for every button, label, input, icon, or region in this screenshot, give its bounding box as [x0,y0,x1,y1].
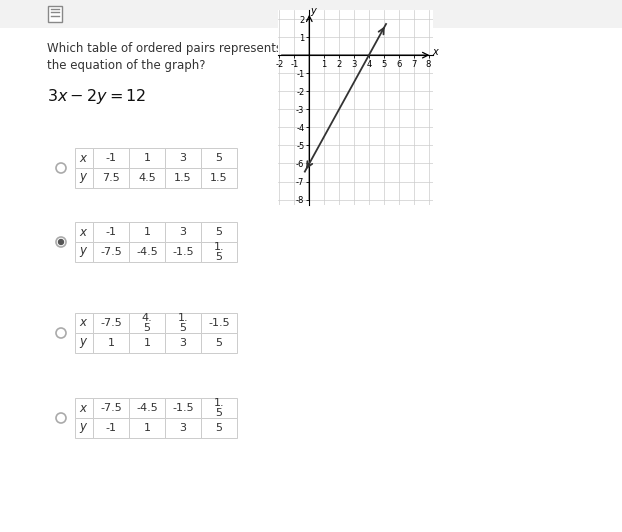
Bar [201,313,237,333]
Text: 1.5: 1.5 [210,173,228,183]
Text: 4.5: 4.5 [138,173,156,183]
Text: -1: -1 [106,423,116,433]
Bar [93,398,129,418]
Bar [129,333,165,353]
Bar [165,222,201,242]
Text: $\it{x}$: $\it{x}$ [80,152,89,164]
Text: 1.
5: 1. 5 [214,398,225,418]
Bar [201,398,237,418]
Bar [165,313,201,333]
Text: -1.5: -1.5 [172,403,194,413]
Circle shape [56,163,66,173]
Bar [93,242,129,262]
Bar [165,148,201,168]
Text: 1.5: 1.5 [174,173,192,183]
Text: 1: 1 [144,338,151,348]
Text: -4.5: -4.5 [136,247,158,257]
Bar [201,418,237,438]
Bar [93,418,129,438]
Text: -1.5: -1.5 [172,247,194,257]
Bar [75,313,93,333]
Text: -7.5: -7.5 [100,318,122,328]
Text: 4.
5: 4. 5 [142,313,152,332]
Bar [93,222,129,242]
Bar [129,418,165,438]
Bar [201,242,237,262]
Bar [129,313,165,333]
Circle shape [56,237,66,247]
Bar [75,222,93,242]
Circle shape [56,328,66,338]
Text: -4.5: -4.5 [136,403,158,413]
Text: $\it{y}$: $\it{y}$ [79,336,89,350]
Text: $\it{y}$: $\it{y}$ [79,245,89,259]
Circle shape [56,413,66,423]
Text: 5: 5 [215,423,223,433]
Bar [48,6,62,22]
Text: Which table of ordered pairs represents
the equation of the graph?: Which table of ordered pairs represents … [47,42,282,72]
Text: -1: -1 [106,227,116,237]
Text: $3x-2y=12$: $3x-2y=12$ [47,87,146,106]
Text: 1: 1 [144,227,151,237]
Text: 3: 3 [180,338,187,348]
Bar [165,418,201,438]
Text: x: x [432,47,438,57]
Circle shape [58,239,63,245]
Bar [201,168,237,188]
Text: 1.
5: 1. 5 [214,243,225,262]
Bar [0,0,622,28]
Bar [165,398,201,418]
Bar [93,168,129,188]
Text: 3: 3 [180,227,187,237]
Text: $\it{x}$: $\it{x}$ [80,402,89,414]
Bar [93,148,129,168]
Text: $\it{x}$: $\it{x}$ [80,317,89,329]
Bar [129,168,165,188]
Bar [93,313,129,333]
Text: $\it{x}$: $\it{x}$ [80,226,89,238]
Text: 3: 3 [180,423,187,433]
Bar [201,222,237,242]
Text: $\it{y}$: $\it{y}$ [79,171,89,185]
Bar [201,333,237,353]
Text: 3: 3 [180,153,187,163]
Bar [75,148,93,168]
Bar [75,168,93,188]
Text: $\it{y}$: $\it{y}$ [79,421,89,435]
Text: -7.5: -7.5 [100,247,122,257]
Bar [201,148,237,168]
Bar [75,333,93,353]
Text: 1.
5: 1. 5 [178,313,188,332]
Text: 1: 1 [108,338,114,348]
Text: 1: 1 [144,423,151,433]
Text: -1.5: -1.5 [208,318,230,328]
Bar [165,168,201,188]
Bar [75,242,93,262]
Bar [129,242,165,262]
Bar [165,333,201,353]
Polygon shape [573,255,594,275]
Text: 5: 5 [215,153,223,163]
Bar [75,418,93,438]
Text: 7.5: 7.5 [102,173,120,183]
Bar [129,222,165,242]
Text: y: y [310,6,316,16]
Bar [129,148,165,168]
Bar [93,333,129,353]
Text: 5: 5 [215,227,223,237]
Text: -1: -1 [106,153,116,163]
Text: 1: 1 [144,153,151,163]
Bar [75,398,93,418]
Bar [165,242,201,262]
Text: 5: 5 [215,338,223,348]
Bar [129,398,165,418]
Text: -7.5: -7.5 [100,403,122,413]
